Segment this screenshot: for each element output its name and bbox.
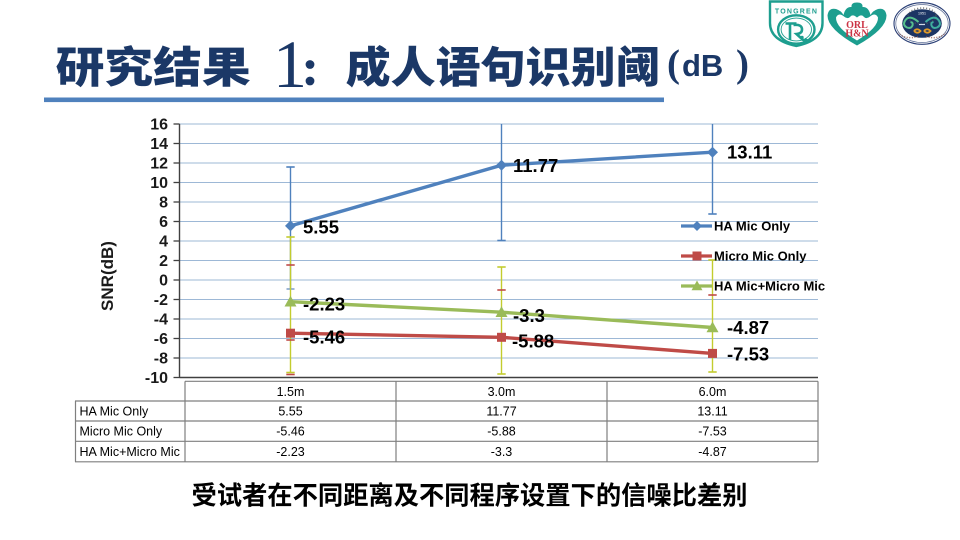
svg-text:10: 10 [150,175,168,192]
svg-text:11.77: 11.77 [513,155,558,176]
svg-text:12: 12 [150,156,168,173]
svg-text:-5.46: -5.46 [276,425,305,439]
svg-text:14: 14 [150,136,168,153]
svg-text:-4.87: -4.87 [727,317,769,338]
svg-text:-4.87: -4.87 [698,445,727,459]
svg-text:-7.53: -7.53 [727,344,769,365]
svg-text:dB: dB [682,48,723,83]
svg-text:5.55: 5.55 [303,217,339,238]
svg-text:-3.3: -3.3 [491,445,513,459]
svg-text:-2.23: -2.23 [303,294,345,315]
svg-text:): ) [736,43,749,86]
svg-text:16: 16 [150,117,168,134]
svg-text:(: ( [667,43,680,86]
svg-text:1: 1 [273,26,307,102]
svg-text:-3.3: -3.3 [513,305,545,326]
svg-text:-10: -10 [145,370,168,387]
svg-text:-5.88: -5.88 [512,331,554,352]
svg-text:13.11: 13.11 [727,142,772,163]
svg-text:Micro Mic Only: Micro Mic Only [80,425,163,439]
svg-text:-5.46: -5.46 [303,327,345,348]
svg-text:TONGREN: TONGREN [775,9,818,16]
svg-text:-6: -6 [154,331,168,348]
svg-text:-2.23: -2.23 [276,445,305,459]
svg-text:0: 0 [159,273,168,290]
svg-text:HA Mic Only: HA Mic Only [714,219,791,234]
svg-text:-2: -2 [154,292,168,309]
svg-text:3.0m: 3.0m [488,385,516,399]
svg-text:6: 6 [159,214,168,231]
svg-text:13.11: 13.11 [697,404,727,418]
svg-text:-8: -8 [154,351,168,368]
svg-text:SNR(dB): SNR(dB) [98,241,117,311]
svg-text:HA Mic+Micro Mic: HA Mic+Micro Mic [80,445,180,459]
svg-text:5.55: 5.55 [278,404,302,418]
svg-text:H&N: H&N [845,29,869,40]
svg-text:11.77: 11.77 [486,404,516,418]
svg-text:ORL: ORL [846,20,868,31]
svg-text:-4: -4 [154,312,168,329]
svg-text:Micro Mic Only: Micro Mic Only [714,249,807,264]
svg-text:4: 4 [159,234,168,251]
svg-text:-7.53: -7.53 [698,425,727,439]
svg-text:HA Mic+Micro Mic: HA Mic+Micro Mic [714,279,825,294]
svg-text:-5.88: -5.88 [487,425,516,439]
svg-text:2: 2 [159,253,168,270]
svg-text:1.5m: 1.5m [277,385,305,399]
svg-text:6.0m: 6.0m [699,385,727,399]
svg-text:8: 8 [159,195,168,212]
svg-text:HA Mic Only: HA Mic Only [80,404,150,418]
svg-text:1951: 1951 [918,12,926,16]
